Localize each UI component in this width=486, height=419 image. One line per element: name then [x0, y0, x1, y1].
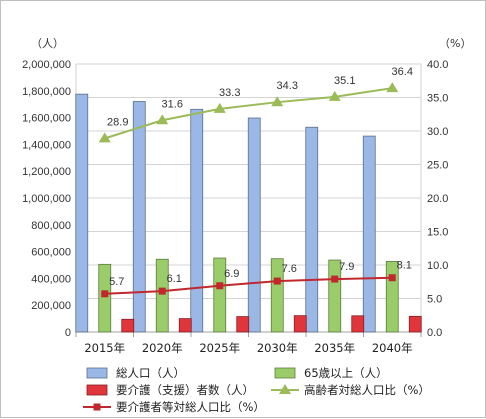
- bar: [247, 117, 261, 333]
- legend-label: 総人口（人）: [116, 366, 185, 380]
- right-tick-label: 5.0: [427, 294, 442, 306]
- bar: [362, 135, 376, 333]
- right-tick-label: 10.0: [427, 260, 448, 272]
- legend: 総人口（人） 65歳以上（人） 要介護（支援）者数（人） 高齢者対総人口比（%） 要介護…: [83, 366, 430, 414]
- data-label: 7.6: [282, 263, 297, 275]
- line-point: [388, 274, 396, 282]
- right-tick-label: 0.0: [427, 327, 442, 339]
- series-line: [104, 87, 393, 140]
- left-axis-unit: （人）: [31, 37, 64, 50]
- right-tick-label: 30.0: [427, 126, 448, 138]
- left-tick-label: 1,800,000: [22, 86, 71, 98]
- data-label: 31.6: [162, 98, 183, 110]
- data-label: 33.3: [219, 87, 240, 99]
- bar: [236, 316, 250, 333]
- data-label: 8.1: [397, 260, 412, 272]
- left-tick-label: 2,000,000: [22, 59, 71, 71]
- legend-label: 要介護（支援）者数（人）: [116, 383, 254, 397]
- bar: [385, 260, 399, 333]
- right-axis-ticks: 0.0 5.0 10.0 15.0 20.0 25.0 30.0 35.0 40.0: [427, 59, 448, 339]
- line-point: [101, 290, 109, 298]
- line-point: [331, 275, 339, 283]
- left-tick-label: 200,000: [31, 300, 71, 312]
- category-label: 2040年: [372, 341, 413, 355]
- series-line: [104, 276, 393, 295]
- line-point: [158, 287, 166, 295]
- bar: [293, 315, 307, 333]
- bar: [132, 101, 146, 333]
- line-point: [216, 282, 224, 290]
- legend-marker: [279, 384, 291, 394]
- left-tick-label: 600,000: [31, 247, 71, 259]
- data-label: 5.7: [109, 276, 124, 288]
- right-tick-label: 40.0: [427, 59, 448, 71]
- line-point: [273, 277, 281, 285]
- left-axis-ticks: 0 200,000 400,000 600,000 800,000 1,000,000 1,…: [22, 59, 71, 339]
- right-tick-label: 20.0: [427, 193, 448, 205]
- data-label: 34.3: [277, 80, 298, 92]
- line-point: [386, 82, 399, 93]
- category-labels: 2015年 2020年 2025年 2030年 2035年 2040年: [84, 341, 412, 355]
- bar: [121, 318, 135, 333]
- bar: [98, 263, 112, 333]
- bars: [75, 93, 422, 333]
- right-tick-label: 25.0: [427, 160, 448, 172]
- data-label: 35.1: [334, 75, 355, 87]
- left-tick-label: 1,200,000: [22, 166, 71, 178]
- category-label: 2035年: [314, 341, 355, 355]
- legend-swatch: [86, 367, 108, 379]
- data-label: 6.9: [224, 268, 239, 280]
- right-tick-label: 15.0: [427, 227, 448, 239]
- category-label: 2020年: [142, 341, 183, 355]
- legend-label: 高齢者対総人口比（%）: [304, 383, 430, 397]
- bar: [213, 257, 227, 333]
- bar: [408, 315, 422, 333]
- bar: [155, 258, 169, 333]
- line-point: [328, 90, 341, 101]
- data-label: 6.1: [167, 273, 182, 285]
- data-label: 36.4: [392, 66, 413, 78]
- left-tick-label: 1,400,000: [22, 139, 71, 151]
- left-tick-label: 1,600,000: [22, 113, 71, 125]
- legend-label: 要介護者等対総人口比（%）: [116, 400, 265, 414]
- left-tick-label: 1,000,000: [22, 193, 71, 205]
- left-tick-label: 0: [65, 327, 71, 339]
- line-point: [213, 102, 226, 113]
- line-point: [98, 132, 111, 143]
- legend-marker: [93, 403, 101, 411]
- data-label: 7.9: [339, 261, 354, 273]
- data-labels: 28.9 31.6 33.3 34.3 35.1 36.4 5.7 6.1 6.9 7.6 7.9 8…: [107, 66, 413, 288]
- legend-swatch: [86, 384, 108, 396]
- data-label: 28.9: [107, 116, 128, 128]
- right-tick-label: 35.0: [427, 93, 448, 105]
- legend-swatch: [274, 367, 296, 379]
- left-tick-label: 800,000: [31, 220, 71, 232]
- bar: [190, 108, 204, 333]
- category-label: 2030年: [257, 341, 298, 355]
- bar: [351, 315, 365, 333]
- lines: [98, 82, 399, 298]
- bar: [270, 258, 284, 333]
- bar: [305, 126, 319, 333]
- line-point: [156, 114, 169, 125]
- bar: [178, 318, 192, 333]
- category-label: 2025年: [199, 341, 240, 355]
- right-axis-unit: （%）: [439, 37, 471, 50]
- left-tick-label: 400,000: [31, 273, 71, 285]
- legend-label: 65歳以上（人）: [304, 366, 388, 380]
- category-label: 2015年: [84, 341, 125, 355]
- line-point: [271, 96, 284, 107]
- bar: [75, 93, 89, 333]
